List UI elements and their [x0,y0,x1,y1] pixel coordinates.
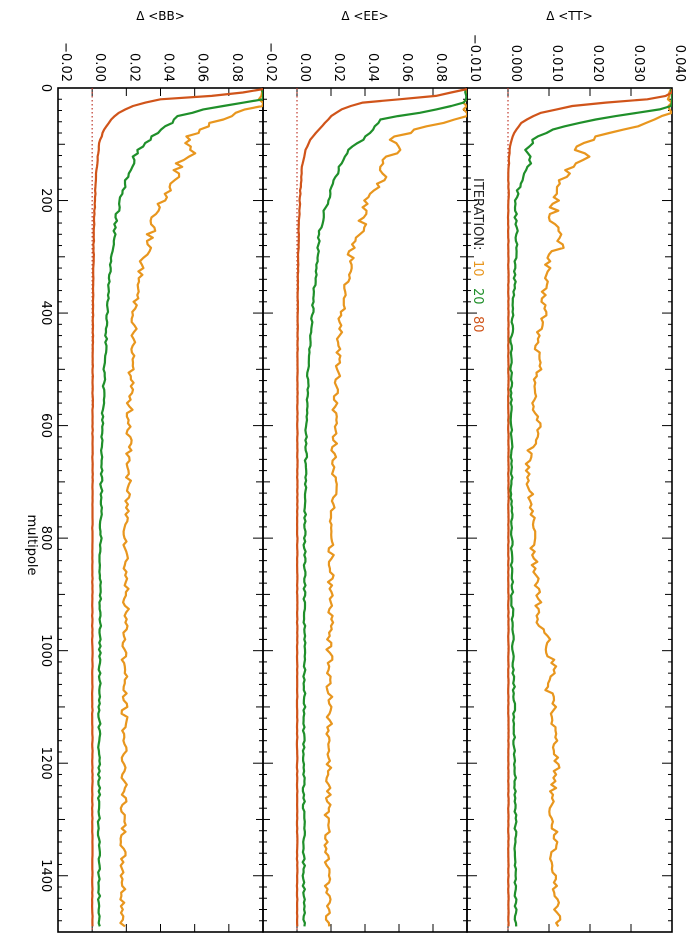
y-tick-label: 0.08 [229,53,244,82]
series-bb-iter-10 [119,89,263,928]
panel-bb: −0.02 0.00 0.02 0.04 0.06 0.08 Δ <BB> [57,9,264,933]
ylabel-ee: Δ <EE> [341,9,388,23]
y-tick-label: 0.08 [433,53,448,82]
y-tick-label: 0.000 [508,45,523,82]
y-tick-label: 0.040 [672,45,687,82]
xlabel: multipole [24,514,39,575]
legend-entry-20: 20 [470,288,485,305]
y-tick-label: 0.00 [92,53,107,82]
y-tick-label: 0.04 [365,53,380,82]
x-tick-label: 1000 [38,634,53,667]
panel-ee: −0.02 0.00 0.02 0.04 0.06 0.08 Δ <EE> [262,9,468,933]
x-tick-label: 200 [38,188,53,213]
series-tt-iter-80 [506,89,672,927]
legend-entry-10: 10 [470,260,485,277]
y-tick-label: −0.02 [58,42,73,82]
y-tick-label: 0.020 [590,45,605,82]
y-tick-label: −0.02 [263,42,278,82]
panel-frame-tt [466,87,673,933]
y-tick-label: 0.02 [331,53,346,82]
x-tick-label: 0 [38,84,53,92]
y-tick-label: −0.010 [467,34,482,82]
y-tick-label: 0.04 [161,53,176,82]
y-tick-label: 0.010 [549,45,564,82]
y-tick-label: 0.030 [631,45,646,82]
y-tick-label: 0.02 [126,53,141,82]
y-tick-label: 0.06 [399,53,414,82]
y-tick-label: 0.00 [297,53,312,82]
x-tick-label: 1200 [38,747,53,780]
x-tick-label: 400 [38,301,53,326]
panel-tt: −0.010 0.000 0.010 0.020 0.030 0.040 Δ <TT> [466,9,687,933]
x-tick-label: 800 [38,526,53,551]
series-bb-iter-80 [91,88,263,927]
series-bb-iter-20 [96,88,263,927]
x-tick-label: 1400 [38,859,53,892]
series-tt-iter-20 [509,88,672,927]
x-tick-label: 600 [38,413,53,438]
series-ee-iter-80 [295,88,467,927]
ylabel-bb: Δ <BB> [136,9,185,23]
panel-frame-bb [57,87,264,933]
ylabel-tt: Δ <TT> [546,9,593,23]
y-tick-label: 0.06 [195,53,210,82]
legend: ITERATION: 10 20 80 [470,178,485,333]
legend-entry-80: 80 [470,316,485,333]
legend-title: ITERATION: [470,178,485,251]
series-ee-iter-20 [301,89,467,927]
series-tt-iter-10 [524,88,672,927]
series-ee-iter-10 [323,88,467,927]
